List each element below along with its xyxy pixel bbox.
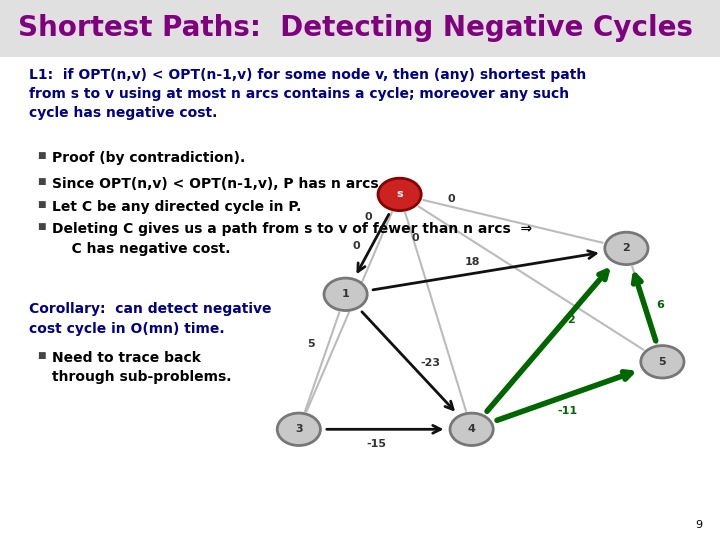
Circle shape [605,232,648,265]
Text: Since OPT(n,v) < OPT(n-1,v), P has n arcs.: Since OPT(n,v) < OPT(n-1,v), P has n arc… [52,177,384,191]
Text: ■: ■ [37,200,46,209]
Text: 0: 0 [352,241,359,251]
Text: 5: 5 [307,339,315,349]
Text: 18: 18 [464,256,480,267]
Circle shape [641,346,684,378]
Text: Need to trace back
through sub-problems.: Need to trace back through sub-problems. [52,351,231,384]
Text: 0: 0 [412,233,419,243]
Text: s: s [396,190,403,199]
Circle shape [450,413,493,446]
Text: Let C be any directed cycle in P.: Let C be any directed cycle in P. [52,200,301,214]
Text: L1:  if OPT(n,v) < OPT(n-1,v) for some node v, then (any) shortest path
from s t: L1: if OPT(n,v) < OPT(n-1,v) for some no… [29,68,586,120]
Text: 1: 1 [342,289,349,299]
Text: Deleting C gives us a path from s to v of fewer than n arcs  ⇒
    C has negativ: Deleting C gives us a path from s to v o… [52,222,532,256]
Text: Corollary:  can detect negative
cost cycle in O(mn) time.: Corollary: can detect negative cost cycl… [29,302,271,336]
Text: 0: 0 [364,212,372,222]
Text: 9: 9 [695,520,702,530]
Text: 2: 2 [623,244,630,253]
Text: Shortest Paths:  Detecting Negative Cycles: Shortest Paths: Detecting Negative Cycle… [18,14,693,42]
Text: ■: ■ [37,151,46,160]
Text: -11: -11 [557,406,577,416]
Text: 4: 4 [468,424,475,434]
Text: ■: ■ [37,177,46,186]
Circle shape [277,413,320,446]
Text: ■: ■ [37,222,46,232]
Text: 2: 2 [567,315,575,325]
FancyBboxPatch shape [0,0,720,57]
Text: 5: 5 [659,357,666,367]
Text: 6: 6 [657,300,664,310]
Text: Proof (by contradiction).: Proof (by contradiction). [52,151,245,165]
Text: -15: -15 [366,440,387,449]
Circle shape [324,278,367,310]
Text: ■: ■ [37,351,46,360]
Text: 3: 3 [295,424,302,434]
Text: 0: 0 [447,194,455,204]
Text: -23: -23 [420,358,441,368]
Circle shape [378,178,421,211]
